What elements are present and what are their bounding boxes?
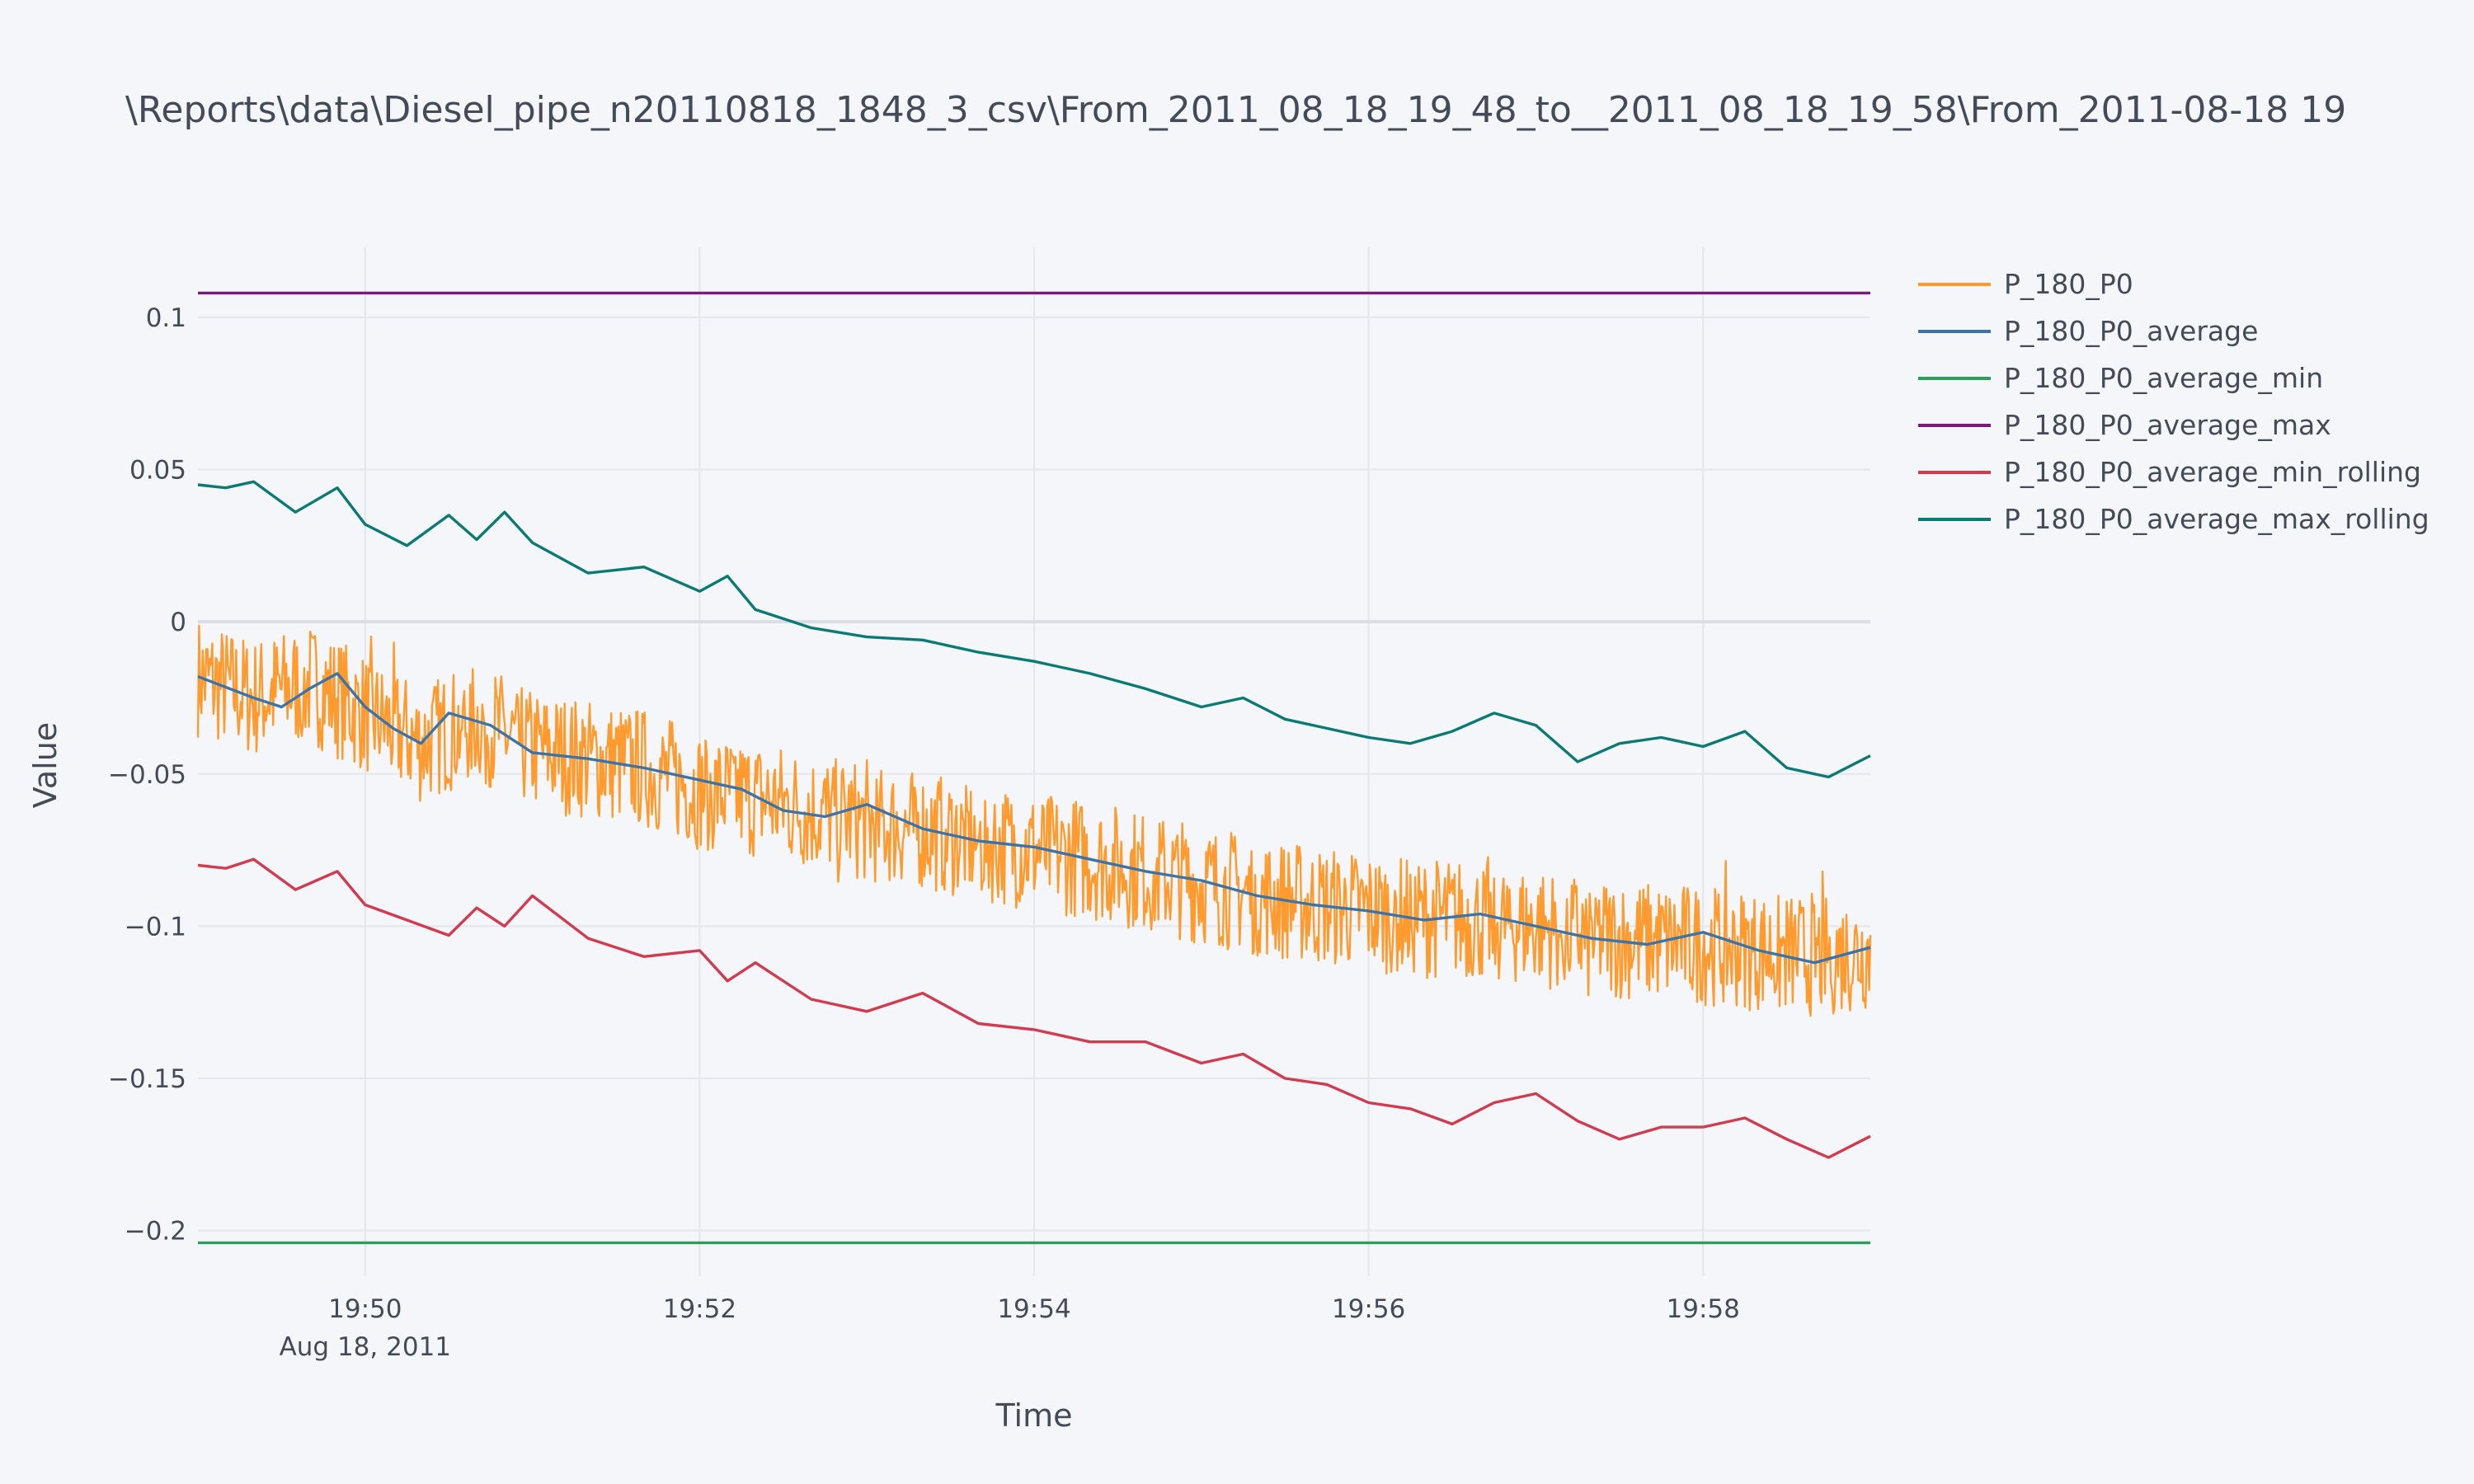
y-tick-label: 0.1 bbox=[146, 303, 186, 333]
legend-item-p-180-p0-average-min[interactable]: P_180_P0_average_min bbox=[1918, 362, 2323, 394]
x-axis-title: Time bbox=[995, 1397, 1073, 1434]
legend-item-p-180-p0[interactable]: P_180_P0 bbox=[1918, 268, 2133, 300]
legend-item-p-180-p0-average-max[interactable]: P_180_P0_average_max bbox=[1918, 409, 2331, 441]
x-tick-label: 19:54 bbox=[997, 1294, 1070, 1324]
series-line-p-180-p0 bbox=[196, 624, 1872, 1017]
y-tick-label: −0.15 bbox=[108, 1064, 186, 1094]
legend-label: P_180_P0_average_max bbox=[2004, 409, 2331, 441]
legend-label: P_180_P0_average bbox=[2004, 315, 2258, 347]
x-tick-label: 19:56 bbox=[1332, 1294, 1405, 1324]
y-tick-label: −0.1 bbox=[125, 912, 186, 942]
legend-label: P_180_P0_average_min bbox=[2004, 362, 2323, 394]
legend-item-p-180-p0-average-min-rolling[interactable]: P_180_P0_average_min_rolling bbox=[1918, 456, 2421, 488]
grid bbox=[198, 247, 1870, 1276]
y-tick-label: 0.05 bbox=[129, 456, 186, 486]
legend-label: P_180_P0_average_max_rolling bbox=[2004, 503, 2429, 535]
legend-item-p-180-p0-average-max-rolling[interactable]: P_180_P0_average_max_rolling bbox=[1918, 503, 2429, 535]
series-line-p-180-p0-average bbox=[197, 672, 1871, 965]
legend-item-p-180-p0-average[interactable]: P_180_P0_average bbox=[1918, 315, 2258, 347]
legend-label: P_180_P0 bbox=[2004, 268, 2133, 300]
x-tick-label: 19:50 bbox=[328, 1294, 402, 1324]
x-tick-label: 19:52 bbox=[663, 1294, 736, 1324]
legend[interactable]: P_180_P0 P_180_P0_average P_180_P0_average… bbox=[1918, 268, 2429, 535]
legend-label: P_180_P0_average_min_rolling bbox=[2004, 456, 2421, 488]
y-tick-label: 0 bbox=[170, 608, 186, 637]
series-line-p-180-p0-average-min-rolling bbox=[197, 857, 1871, 1159]
y-axis-title: Value bbox=[27, 722, 63, 808]
plot-area bbox=[196, 291, 1872, 1245]
chart-title: \Reports\data\Diesel_pipe_n20110818_1848… bbox=[125, 89, 2346, 131]
x-tick-label: 19:58 bbox=[1667, 1294, 1740, 1324]
y-axis-ticks: 0.1 0.05 0 −0.05 −0.1 −0.15 −0.2 bbox=[108, 303, 186, 1247]
y-tick-label: −0.2 bbox=[125, 1217, 186, 1247]
y-tick-label: −0.05 bbox=[108, 760, 186, 790]
x-tick-sublabel: Aug 18, 2011 bbox=[280, 1332, 451, 1362]
x-axis-ticks: 19:50 Aug 18, 2011 19:52 19:54 19:56 19:58 bbox=[280, 1294, 1740, 1362]
series-line-p-180-p0-average-max-rolling bbox=[197, 480, 1871, 779]
